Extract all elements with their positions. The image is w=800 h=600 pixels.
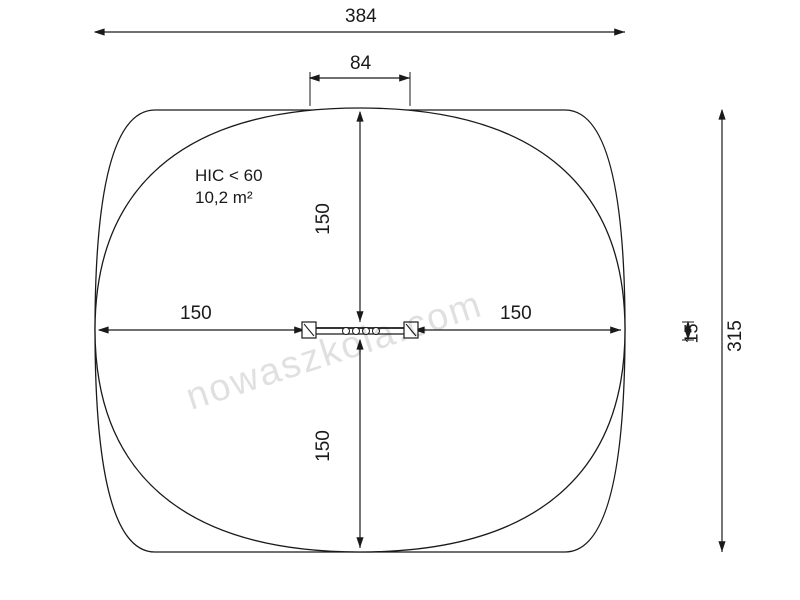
info-block: HIC < 60 10,2 m² <box>195 165 263 209</box>
info-area: 10,2 m² <box>195 187 263 209</box>
label-left-radial: 150 <box>180 303 212 325</box>
label-vert-bottom: 150 <box>313 430 335 462</box>
label-vert-top: 150 <box>313 203 335 235</box>
label-right-overall: 315 <box>725 320 747 352</box>
info-hic: HIC < 60 <box>195 165 263 187</box>
label-right-small: 15 <box>682 323 703 343</box>
label-top-inner: 84 <box>350 53 371 75</box>
drawing-svg <box>0 0 800 600</box>
technical-drawing <box>0 0 800 600</box>
label-top-overall: 384 <box>345 6 377 28</box>
label-right-radial: 150 <box>500 303 532 325</box>
